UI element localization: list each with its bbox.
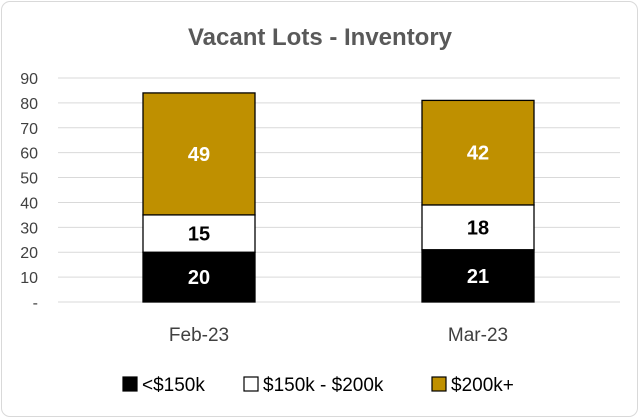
y-tick-label: 80	[20, 96, 38, 113]
bar-segment	[421, 249, 535, 303]
legend-label: <$150k	[142, 375, 205, 396]
bar-segment	[142, 214, 256, 253]
data-label: 15	[188, 224, 210, 246]
chart-title: Vacant Lots - Inventory	[188, 24, 453, 51]
y-tick-label: 20	[20, 245, 38, 262]
x-tick-label: Mar-23	[448, 325, 508, 346]
legend-swatch	[243, 376, 259, 392]
legend-label: $200k+	[451, 375, 514, 396]
legend: <$150k $150k - $200k $200k+	[122, 375, 514, 396]
y-axis-ticks: - 10 20 30 40 50 60 70 80 90	[20, 71, 38, 312]
legend-swatch	[122, 376, 138, 392]
y-tick-label: 90	[20, 71, 38, 88]
y-tick-label: 30	[20, 220, 38, 237]
bar-segment	[421, 99, 535, 206]
bar-segment	[142, 251, 256, 303]
legend-label: $150k - $200k	[263, 375, 384, 396]
y-tick-label: 70	[20, 121, 38, 138]
data-label: 49	[188, 144, 210, 166]
y-tick-label: 40	[20, 195, 38, 212]
bar-segment	[142, 92, 256, 216]
x-tick-label: Feb-23	[169, 325, 229, 346]
bars: 20 15 49 21 18 42	[142, 92, 535, 303]
data-label: 21	[467, 266, 489, 288]
y-tick-label: -	[33, 295, 38, 312]
y-tick-label: 50	[20, 171, 38, 188]
data-label: 42	[467, 143, 489, 165]
bar-segment	[421, 204, 535, 251]
gridlines	[58, 77, 620, 303]
data-label: 20	[188, 267, 210, 289]
data-label: 18	[467, 217, 489, 239]
y-tick-label: 10	[20, 270, 38, 287]
x-axis-ticks: Feb-23 Mar-23	[169, 325, 508, 346]
legend-swatch	[431, 376, 447, 392]
y-tick-label: 60	[20, 146, 38, 163]
